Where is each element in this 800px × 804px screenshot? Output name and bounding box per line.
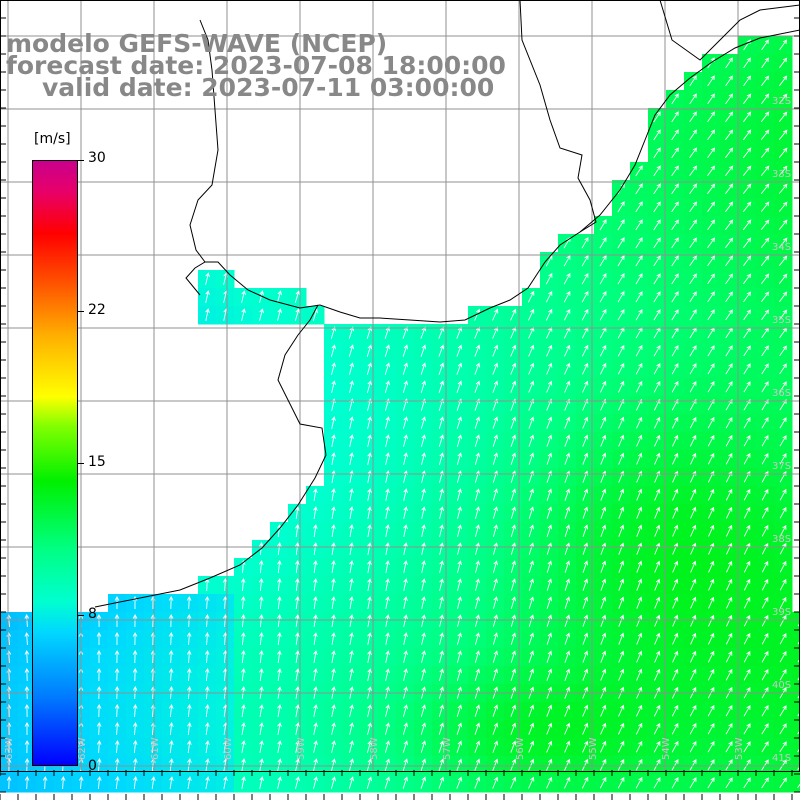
- longitude-label: 63W: [4, 737, 15, 760]
- longitude-label: 56W: [515, 737, 526, 760]
- wind-speed-cell: [792, 774, 800, 793]
- latitude-label: 40S: [772, 680, 791, 691]
- colorbar-tick-label: 8: [88, 606, 97, 622]
- wind-speed-cell: [792, 648, 800, 667]
- latitude-label: 36S: [772, 388, 791, 399]
- longitude-label: 54W: [661, 737, 672, 760]
- longitude-label: 60W: [223, 737, 234, 760]
- longitude-label: 61W: [150, 737, 161, 760]
- longitude-label: 58W: [369, 737, 380, 760]
- wind-speed-cell: [792, 720, 800, 739]
- colorbar: [32, 160, 78, 766]
- colorbar-tick-mark: [78, 160, 84, 161]
- longitude-label: 57W: [442, 737, 453, 760]
- wind-speed-field: [0, 36, 800, 793]
- longitude-label: 55W: [588, 737, 599, 760]
- colorbar-unit: [m/s]: [34, 131, 71, 147]
- colorbar-tick-label: 0: [88, 758, 97, 774]
- latitude-label: 41S: [772, 753, 791, 764]
- latitude-label: 35S: [772, 315, 791, 326]
- latitude-label: 33S: [772, 169, 791, 180]
- latitude-label: 34S: [772, 242, 791, 253]
- colorbar-tick-label: 15: [88, 454, 106, 470]
- colorbar-tick-label: 22: [88, 302, 106, 318]
- valid-date: valid date: 2023-07-11 03:00:00: [42, 75, 494, 100]
- longitude-label: 53W: [734, 737, 745, 760]
- latitude-label: 37S: [772, 461, 791, 472]
- wind-speed-cell: [792, 702, 800, 721]
- wind-speed-cell: [792, 738, 800, 757]
- colorbar-tick-mark: [78, 463, 84, 464]
- longitude-label: 62W: [77, 737, 88, 760]
- latitude-label: 32S: [772, 96, 791, 107]
- wind-speed-cell: [792, 666, 800, 685]
- wind-speed-cell: [792, 612, 800, 631]
- colorbar-tick-mark: [78, 311, 84, 312]
- wind-speed-cell: [792, 630, 800, 649]
- latitude-label: 38S: [772, 534, 791, 545]
- colorbar-tick-label: 30: [88, 150, 106, 166]
- latitude-label: 39S: [772, 607, 791, 618]
- colorbar-tick-mark: [78, 615, 84, 616]
- longitude-label: 59W: [296, 737, 307, 760]
